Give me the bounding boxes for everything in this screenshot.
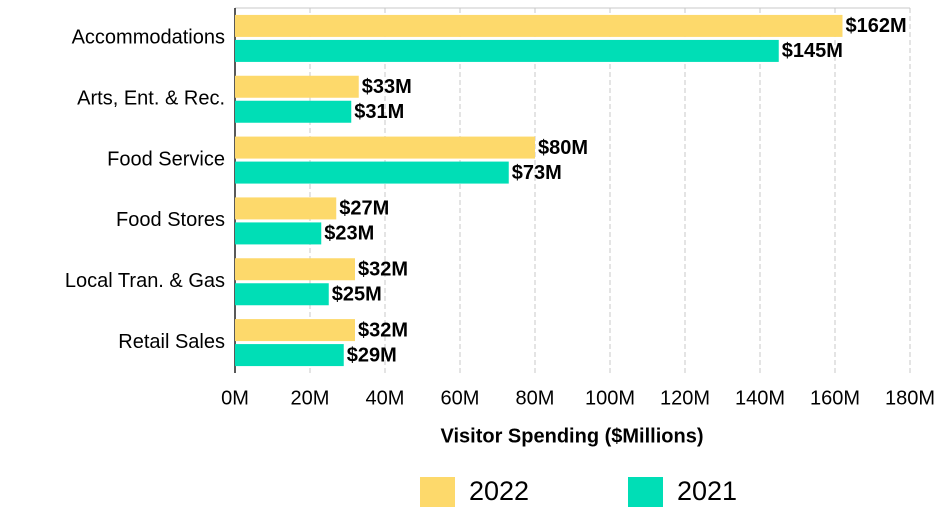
- x-tick-label: 20M: [291, 387, 330, 409]
- y-tick-label: Food Stores: [116, 209, 225, 231]
- bar: [235, 136, 535, 159]
- bar: [235, 283, 329, 306]
- y-tick-label: Food Service: [107, 148, 225, 170]
- bar: [235, 161, 509, 184]
- x-tick-label: 100M: [585, 387, 635, 409]
- bar: [235, 222, 322, 245]
- x-tick-label: 80M: [516, 387, 555, 409]
- bar: [235, 100, 352, 123]
- y-tick-label: Retail Sales: [118, 331, 225, 353]
- bar: [235, 258, 355, 281]
- data-label: $80M: [538, 137, 588, 159]
- y-tick-label: Accommodations: [72, 27, 225, 49]
- data-label: $27M: [339, 198, 389, 220]
- data-label: $32M: [358, 319, 408, 341]
- data-label: $25M: [332, 284, 382, 306]
- data-label: $23M: [324, 223, 374, 245]
- x-tick-label: 140M: [735, 387, 785, 409]
- data-label: $162M: [846, 15, 907, 37]
- bar: [235, 319, 355, 342]
- bar: [235, 14, 843, 37]
- data-label: $31M: [354, 101, 404, 123]
- data-label: $33M: [362, 76, 412, 98]
- legend-swatch: [420, 477, 455, 507]
- x-tick-label: 40M: [366, 387, 405, 409]
- bar: [235, 75, 359, 98]
- bar: [235, 344, 344, 367]
- x-tick-label: 180M: [885, 387, 935, 409]
- bar: [235, 39, 779, 62]
- y-tick-label: Local Tran. & Gas: [65, 270, 225, 292]
- x-tick-label: 60M: [441, 387, 480, 409]
- data-label: $73M: [512, 162, 562, 184]
- x-tick-label: 160M: [810, 387, 860, 409]
- legend-label: 2021: [677, 476, 737, 506]
- data-label: $145M: [782, 40, 843, 62]
- data-label: $32M: [358, 259, 408, 281]
- data-label: $29M: [347, 344, 397, 366]
- legend-swatch: [628, 477, 663, 507]
- x-tick-label: 0M: [221, 387, 249, 409]
- legend-label: 2022: [469, 476, 529, 506]
- bar: [235, 197, 337, 220]
- y-tick-label: Arts, Ent. & Rec.: [77, 88, 225, 110]
- x-axis-label: Visitor Spending ($Millions): [441, 425, 704, 447]
- x-tick-label: 120M: [660, 387, 710, 409]
